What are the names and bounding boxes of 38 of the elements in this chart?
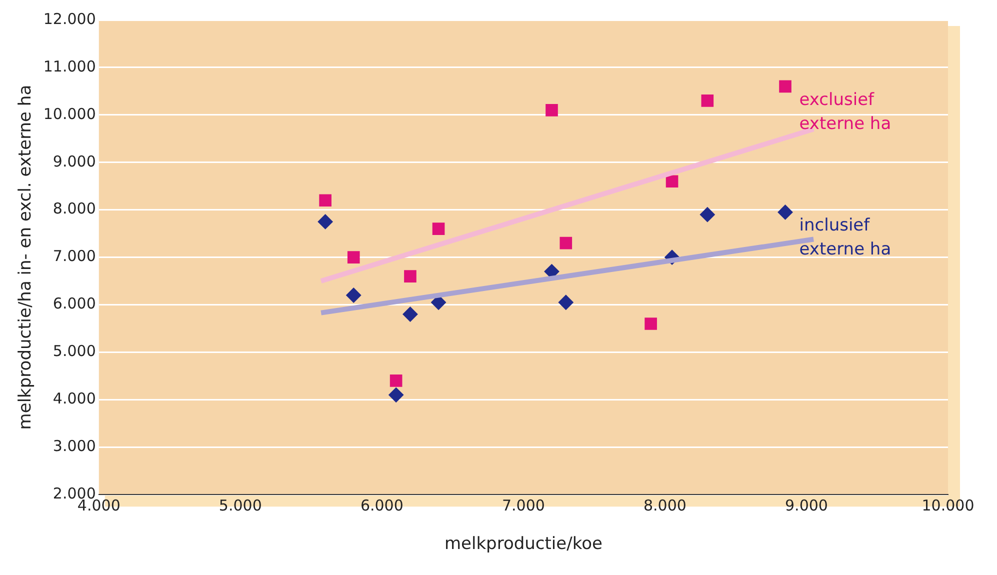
point [318,214,333,230]
y-tick-label: 10.000 [43,104,96,123]
series-label: exclusief externe ha [799,90,892,134]
series-label: inclusief externe ha [799,216,892,260]
y-tick-label: 3.000 [52,437,96,456]
y-tick-label: 5.000 [52,342,96,360]
y-tick-label: 12.000 [43,10,96,28]
x-tick-label: 6.000 [360,496,404,514]
point [558,294,574,310]
y-tick-label: 7.000 [52,247,96,266]
point [778,204,793,220]
point [644,318,657,330]
point [546,104,558,116]
point [388,387,404,402]
point [390,374,402,387]
point [432,222,445,235]
x-tick-label: 5.000 [218,496,262,514]
point [700,207,715,222]
point [402,306,418,322]
point [404,270,416,282]
point [560,236,572,250]
y-axis-title: melkproductie/ha in- en excl. externe ha [16,84,36,430]
y-tick-label: 11.000 [43,57,96,76]
y-tick-label: 6.000 [52,294,96,313]
point [346,288,362,303]
y-tick-label: 8.000 [52,200,96,218]
x-tick-label: 7.000 [502,496,545,514]
x-tick-label: 10.000 [922,496,974,514]
point [701,94,714,107]
x-tick-label: 9.000 [785,496,828,514]
point [666,175,678,188]
point [319,194,332,207]
y-tick-label: 4.000 [52,390,96,408]
point [779,80,792,93]
x-axis-title: melkproductie/koe [444,534,602,554]
x-tick-label: 8.000 [643,496,686,514]
y-tick-label: 9.000 [52,152,96,170]
point [347,251,360,264]
